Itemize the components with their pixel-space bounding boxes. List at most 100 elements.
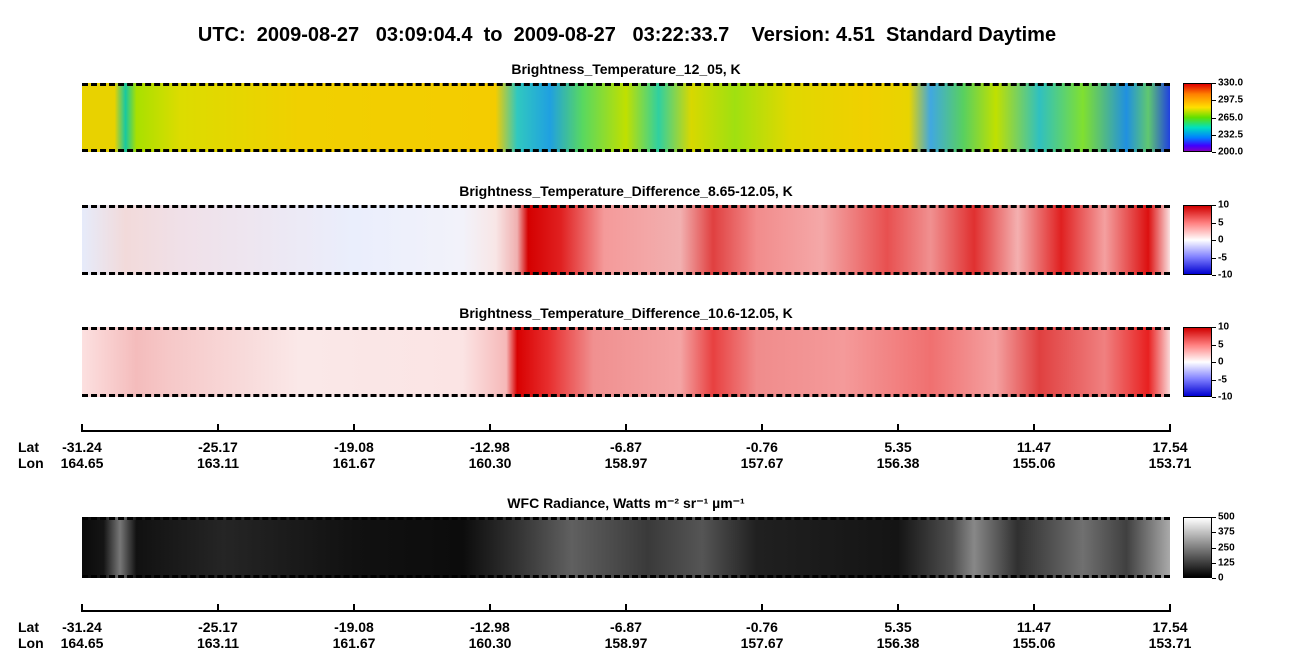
colorbar-tick-label: 0 xyxy=(1218,572,1224,584)
lon-tick-label: 161.67 xyxy=(332,635,376,651)
colorbar-tick xyxy=(1212,362,1216,363)
lat-tick-label: -19.08 xyxy=(334,619,374,635)
colorbar-tick xyxy=(1212,578,1216,579)
axis-tick xyxy=(489,604,491,612)
colorbar-tick xyxy=(1212,134,1216,136)
lat-tick-label: 17.54 xyxy=(1152,619,1188,635)
axis-tick xyxy=(761,604,763,612)
colorbar-tick-label: -5 xyxy=(1218,252,1227,263)
axis-tick xyxy=(217,604,219,612)
colorbar-tick-label: 0 xyxy=(1218,234,1224,246)
lat-tick-label: -25.17 xyxy=(198,619,238,635)
colorbar-tick-label: 375 xyxy=(1218,526,1235,538)
colorbar-tick xyxy=(1212,152,1216,153)
lat-tick-label: -19.08 xyxy=(334,439,374,455)
axis-tick xyxy=(489,424,491,432)
lat-tick-label: 11.47 xyxy=(1016,439,1052,455)
colorbar-tick xyxy=(1212,562,1216,564)
axis-tick xyxy=(353,424,355,432)
colorbar-tick xyxy=(1212,379,1216,381)
lon-tick-label: 160.30 xyxy=(468,635,512,651)
lon-tick-label: 155.06 xyxy=(1012,455,1056,471)
lat-tick-label: -31.24 xyxy=(62,439,102,455)
lon-tick-label: 163.11 xyxy=(196,635,240,651)
colorbar-tick xyxy=(1212,117,1216,119)
axis-tick xyxy=(625,424,627,432)
colorbar-tick xyxy=(1212,327,1216,328)
colorbar-tick-label: 5 xyxy=(1218,217,1224,228)
colorbar xyxy=(1183,517,1212,578)
axis-tick xyxy=(761,424,763,432)
lon-label: Lon xyxy=(18,635,44,651)
colorbar-tick-label: -10 xyxy=(1218,391,1233,403)
colorbar-tick-label: -5 xyxy=(1218,374,1227,385)
main-title: UTC: 2009-08-27 03:09:04.4 to 2009-08-27… xyxy=(197,24,1057,46)
colorbar-tick xyxy=(1212,205,1216,206)
axis-tick xyxy=(1033,604,1035,612)
lat-tick-label: -0.76 xyxy=(746,619,778,635)
lat-tick-label: -25.17 xyxy=(198,439,238,455)
lon-tick-label: 157.67 xyxy=(740,455,784,471)
colorbar-tick-label: 250 xyxy=(1218,542,1235,553)
colorbar-tick-label: 330.0 xyxy=(1218,77,1244,89)
colorbar xyxy=(1183,327,1212,397)
colorbar-tick-label: 10 xyxy=(1218,199,1230,211)
image-swath xyxy=(82,517,1170,578)
axis-tick xyxy=(897,424,899,432)
lon-tick-label: 156.38 xyxy=(876,455,920,471)
lat-tick-label: -12.98 xyxy=(470,619,510,635)
lat-tick-label: -12.98 xyxy=(470,439,510,455)
colorbar-tick-label: 10 xyxy=(1218,321,1230,333)
colorbar-tick-label: 0 xyxy=(1218,356,1224,368)
colorbar xyxy=(1183,83,1212,152)
panel-title: WFC Radiance, Watts m⁻² sr⁻¹ µm⁻¹ xyxy=(507,495,745,511)
lon-tick-label: 164.65 xyxy=(60,635,104,651)
colorbar-tick xyxy=(1212,517,1216,518)
colorbar-tick-label: 297.5 xyxy=(1218,94,1244,106)
axis-tick xyxy=(1169,424,1171,432)
lon-tick-label: 153.71 xyxy=(1148,455,1192,471)
lon-tick-label: 158.97 xyxy=(604,455,648,471)
colorbar-tick-label: 500 xyxy=(1218,511,1235,523)
lat-tick-label: 5.35 xyxy=(884,439,912,455)
colorbar-tick-label: 232.5 xyxy=(1218,129,1244,141)
colorbar-tick xyxy=(1212,275,1216,276)
lon-tick-label: 153.71 xyxy=(1148,635,1192,651)
lat-tick-label: 11.47 xyxy=(1016,619,1052,635)
colorbar-tick xyxy=(1212,83,1216,84)
colorbar-tick-label: 5 xyxy=(1218,339,1224,350)
colorbar xyxy=(1183,205,1212,275)
colorbar-tick-label: 200.0 xyxy=(1218,146,1244,158)
lat-tick-label: -0.76 xyxy=(746,439,778,455)
colorbar-tick-label: 265.0 xyxy=(1218,112,1244,123)
lat-label: Lat xyxy=(18,439,39,455)
colorbar-tick xyxy=(1212,547,1216,549)
colorbar-tick xyxy=(1212,222,1216,224)
lon-tick-label: 160.30 xyxy=(468,455,512,471)
axis-tick xyxy=(625,604,627,612)
image-swath xyxy=(82,327,1170,397)
axis-tick xyxy=(81,604,83,612)
lon-label: Lon xyxy=(18,455,44,471)
axis-tick xyxy=(1169,604,1171,612)
image-swath xyxy=(82,83,1170,152)
lon-tick-label: 163.11 xyxy=(196,455,240,471)
colorbar-tick xyxy=(1212,100,1216,102)
lon-tick-label: 155.06 xyxy=(1012,635,1056,651)
lat-label: Lat xyxy=(18,619,39,635)
lat-tick-label: 17.54 xyxy=(1152,439,1188,455)
colorbar-tick-label: 125 xyxy=(1218,557,1235,569)
colorbar-tick xyxy=(1212,532,1216,534)
lon-tick-label: 158.97 xyxy=(604,635,648,651)
image-swath xyxy=(82,205,1170,275)
lat-tick-label: -31.24 xyxy=(62,619,102,635)
colorbar-tick xyxy=(1212,397,1216,398)
axis-tick xyxy=(217,424,219,432)
panel-title: Brightness_Temperature_12_05, K xyxy=(511,61,741,77)
panel-title: Brightness_Temperature_Difference_8.65-1… xyxy=(459,183,793,199)
axis-tick xyxy=(897,604,899,612)
colorbar-tick-label: -10 xyxy=(1218,269,1233,281)
lon-tick-label: 156.38 xyxy=(876,635,920,651)
axis-tick xyxy=(81,424,83,432)
